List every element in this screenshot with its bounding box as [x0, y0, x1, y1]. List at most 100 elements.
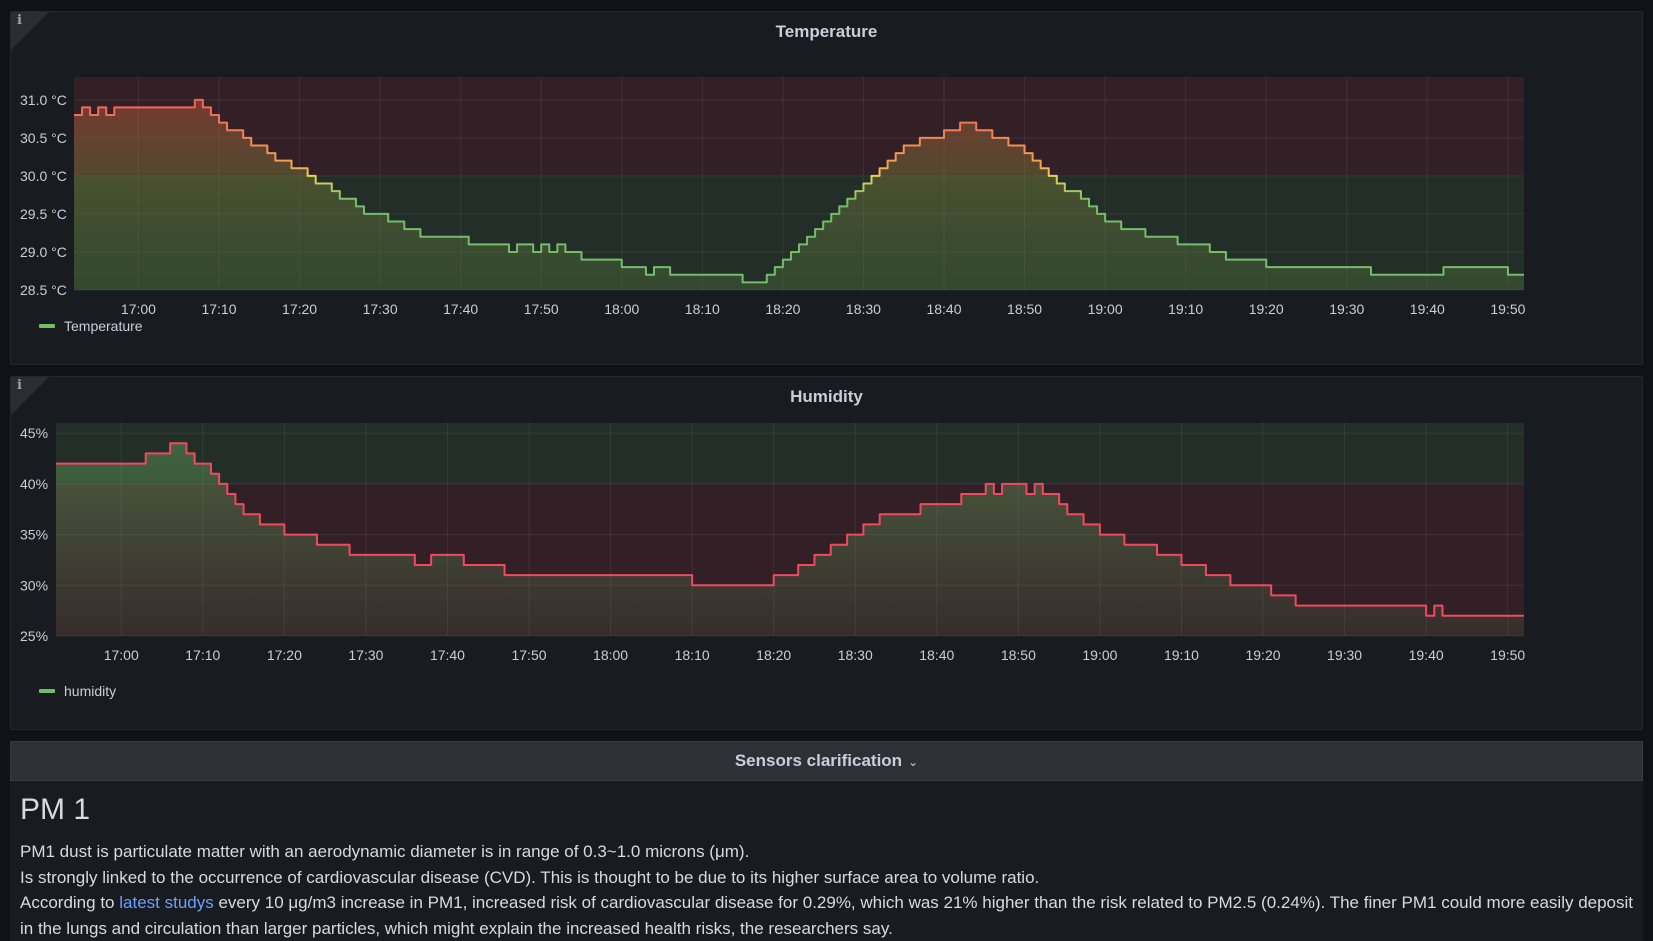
data-point[interactable] [273, 159, 277, 163]
data-point[interactable] [306, 174, 310, 178]
data-point[interactable] [652, 265, 656, 269]
data-point[interactable] [741, 280, 745, 284]
data-point[interactable] [112, 105, 116, 109]
data-point[interactable] [600, 573, 604, 577]
data-point[interactable] [315, 543, 319, 547]
data-point[interactable] [984, 482, 988, 486]
data-point[interactable] [1016, 482, 1020, 486]
data-point[interactable] [563, 250, 567, 254]
data-point[interactable] [1025, 492, 1029, 496]
data-point[interactable] [354, 204, 358, 208]
data-point[interactable] [990, 136, 994, 140]
data-point[interactable] [217, 121, 221, 125]
data-point[interactable] [1098, 533, 1102, 537]
data-point[interactable] [918, 502, 922, 506]
data-point[interactable] [1351, 604, 1355, 608]
data-point[interactable] [644, 273, 648, 277]
data-point[interactable] [265, 151, 269, 155]
data-point[interactable] [443, 235, 447, 239]
data-point[interactable] [1506, 273, 1510, 277]
data-point[interactable] [1122, 543, 1126, 547]
data-point[interactable] [1127, 227, 1131, 231]
data-point[interactable] [837, 204, 841, 208]
data-point[interactable] [88, 113, 92, 117]
chevron-down-icon[interactable]: ⌄ [908, 755, 919, 769]
data-point[interactable] [829, 543, 833, 547]
data-point[interactable] [1031, 159, 1035, 163]
series-line[interactable] [74, 98, 1524, 284]
data-point[interactable] [380, 553, 384, 557]
data-point[interactable] [692, 273, 696, 277]
data-point[interactable] [878, 166, 882, 170]
data-point[interactable] [1023, 151, 1027, 155]
data-point[interactable] [429, 553, 433, 557]
data-point[interactable] [926, 136, 930, 140]
data-point[interactable] [773, 265, 777, 269]
data-point[interactable] [1228, 583, 1232, 587]
series-line[interactable] [56, 442, 1524, 617]
data-point[interactable] [1248, 258, 1252, 262]
panel-info-corner[interactable] [11, 12, 49, 50]
data-point[interactable] [620, 265, 624, 269]
data-point[interactable] [1049, 492, 1053, 496]
data-point[interactable] [1095, 212, 1099, 216]
data-point[interactable] [1160, 235, 1164, 239]
data-point[interactable] [861, 182, 865, 186]
data-point[interactable] [1119, 227, 1123, 231]
data-point[interactable] [515, 242, 519, 246]
data-point[interactable] [111, 462, 115, 466]
data-point[interactable] [796, 563, 800, 567]
data-point[interactable] [934, 136, 938, 140]
data-point[interactable] [1432, 604, 1436, 608]
data-point[interactable] [233, 502, 237, 506]
data-point[interactable] [491, 242, 495, 246]
data-point[interactable] [193, 462, 197, 466]
data-point[interactable] [241, 136, 245, 140]
data-point[interactable] [462, 563, 466, 567]
data-point[interactable] [789, 250, 793, 254]
data-point[interactable] [386, 220, 390, 224]
data-point[interactable] [290, 166, 294, 170]
data-point[interactable] [1082, 522, 1086, 526]
data-point[interactable] [757, 280, 761, 284]
data-point[interactable] [765, 273, 769, 277]
data-point[interactable] [1063, 189, 1067, 193]
info-icon[interactable]: i [17, 13, 22, 28]
data-point[interactable] [1302, 604, 1306, 608]
data-point[interactable] [1522, 273, 1526, 277]
data-point[interactable] [1294, 604, 1298, 608]
data-point[interactable] [467, 242, 471, 246]
data-point[interactable] [80, 105, 84, 109]
row-header-sensors-clarification[interactable]: Sensors clarification ⌄ [10, 741, 1643, 781]
data-point[interactable] [992, 492, 996, 496]
data-point[interactable] [668, 273, 672, 277]
data-point[interactable] [338, 197, 342, 201]
data-point[interactable] [413, 563, 417, 567]
latest-studys-link[interactable]: latest studys [119, 893, 214, 912]
data-point[interactable] [1087, 204, 1091, 208]
data-point[interactable] [144, 451, 148, 455]
data-point[interactable] [249, 143, 253, 147]
data-point[interactable] [658, 573, 662, 577]
info-icon[interactable]: i [17, 378, 22, 393]
data-point[interactable] [1176, 242, 1180, 246]
data-point[interactable] [974, 128, 978, 132]
data-point[interactable] [217, 482, 221, 486]
data-point[interactable] [1375, 604, 1379, 608]
data-point[interactable] [755, 583, 759, 587]
data-point[interactable] [1264, 265, 1268, 269]
data-point[interactable] [531, 250, 535, 254]
data-point[interactable] [853, 189, 857, 193]
data-point[interactable] [54, 462, 58, 466]
data-point[interactable] [209, 472, 213, 476]
data-point[interactable] [805, 235, 809, 239]
data-point[interactable] [314, 182, 318, 186]
data-point[interactable] [72, 113, 76, 117]
data-point[interactable] [813, 227, 817, 231]
legend[interactable]: humidity [39, 683, 116, 699]
data-point[interactable] [547, 250, 551, 254]
data-point[interactable] [886, 159, 890, 163]
data-point[interactable] [636, 265, 640, 269]
data-point[interactable] [1441, 265, 1445, 269]
data-point[interactable] [242, 512, 246, 516]
